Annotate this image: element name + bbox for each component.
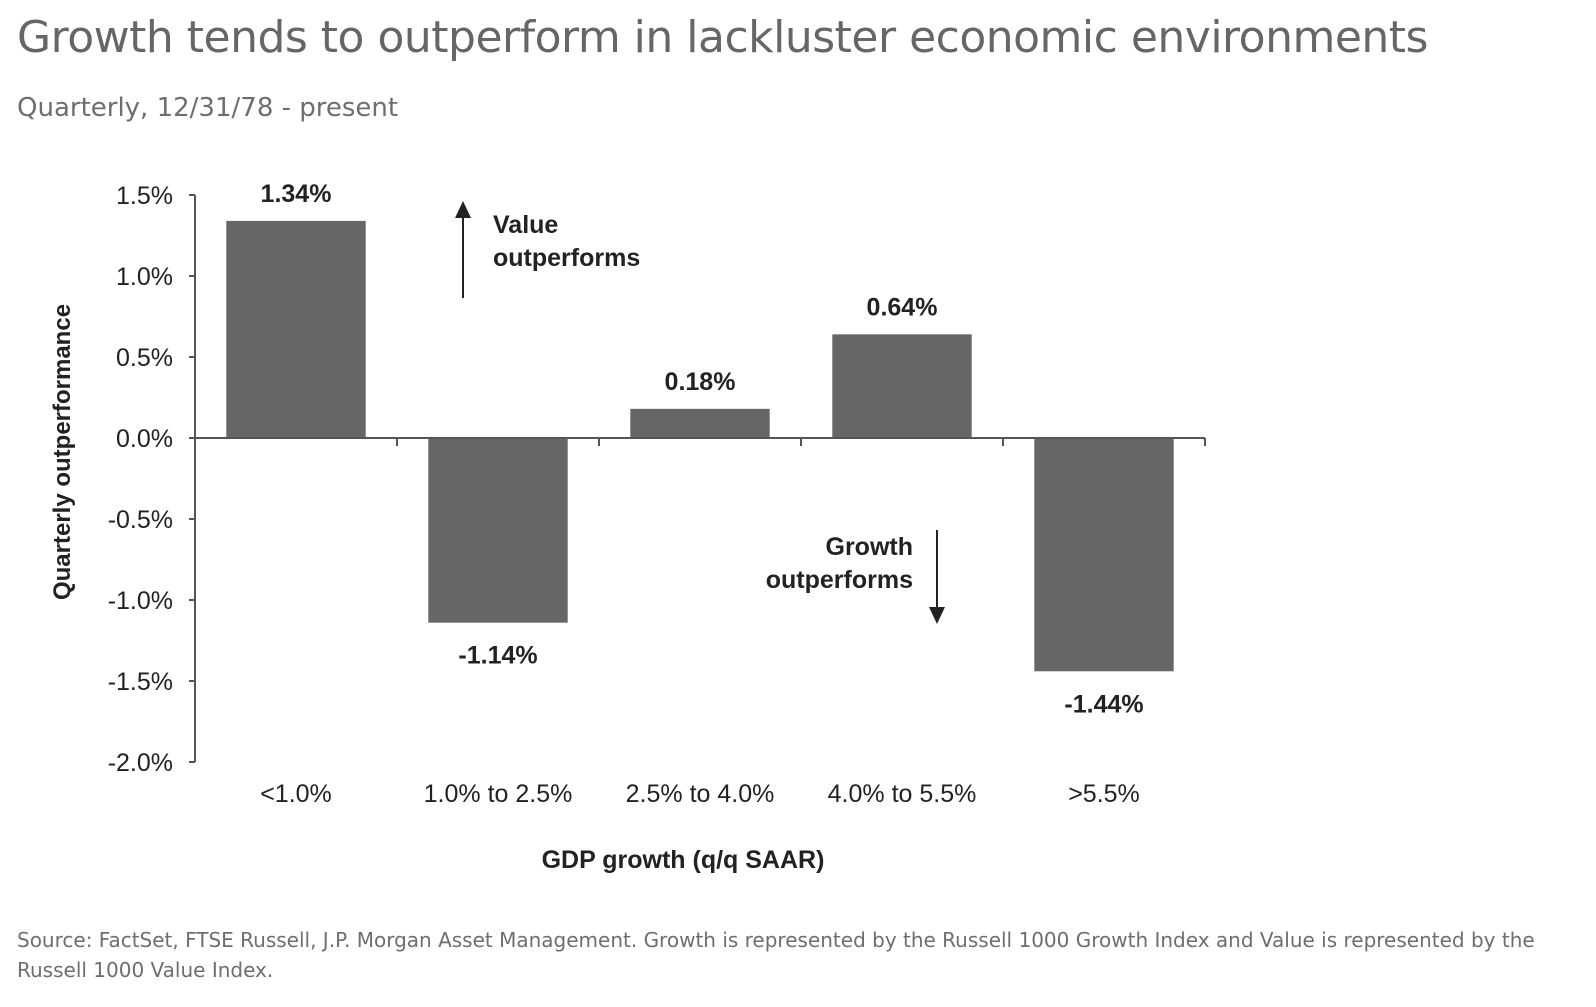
bar-2 xyxy=(630,408,770,438)
value-annotation-line1: Value xyxy=(493,211,558,239)
bars xyxy=(226,220,1174,672)
growth-annotation-line1: Growth xyxy=(826,533,914,561)
data-label: 0.64% xyxy=(867,293,938,321)
bar-4 xyxy=(1034,438,1174,672)
x-axis-ticks: <1.0% 1.0% to 2.5% 2.5% to 4.0% 4.0% to 5.5… xyxy=(260,438,1206,808)
page-subtitle: Quarterly, 12/31/78 - present xyxy=(17,93,399,123)
growth-annotation: Growth outperforms xyxy=(766,530,945,624)
x-axis-title: GDP growth (q/q SAAR) xyxy=(542,846,825,874)
data-label: -1.44% xyxy=(1064,690,1143,718)
y-tick-label: -1.0% xyxy=(108,587,173,615)
x-tick-label: 4.0% to 5.5% xyxy=(828,780,977,808)
y-axis-title: Quarterly outperformance xyxy=(49,304,76,600)
y-tick-label: 1.5% xyxy=(116,182,173,210)
data-labels: 1.34% -1.14% 0.18% 0.64% -1.44% xyxy=(261,180,1144,718)
page-title: Growth tends to outperform in lackluster… xyxy=(17,12,1428,63)
source-note: Source: FactSet, FTSE Russell, J.P. Morg… xyxy=(17,928,1535,982)
x-tick-label: 2.5% to 4.0% xyxy=(626,780,775,808)
y-tick-label: -1.5% xyxy=(108,668,173,696)
bar-0 xyxy=(226,220,366,438)
x-tick-label: 1.0% to 2.5% xyxy=(424,780,573,808)
y-tick-label: -2.0% xyxy=(108,749,173,777)
growth-annotation-line2: outperforms xyxy=(766,566,913,594)
bar-1 xyxy=(428,438,568,623)
y-axis-ticks: 1.5% 1.0% 0.5% 0.0% -0.5% -1.0% -1.5% -2.0% xyxy=(108,182,195,777)
axes xyxy=(194,195,1205,762)
up-arrowhead-icon xyxy=(455,201,471,218)
down-arrowhead-icon xyxy=(929,607,945,624)
x-tick-label: <1.0% xyxy=(260,780,332,808)
y-tick-label: 0.0% xyxy=(116,425,173,453)
y-tick-label: 1.0% xyxy=(116,263,173,291)
value-annotation: Value outperforms xyxy=(455,201,640,298)
bar-3 xyxy=(832,334,972,438)
data-label: 0.18% xyxy=(665,368,736,396)
y-tick-label: 0.5% xyxy=(116,344,173,372)
y-tick-label: -0.5% xyxy=(108,506,173,534)
value-annotation-line2: outperforms xyxy=(493,244,640,272)
data-label: -1.14% xyxy=(458,642,537,670)
x-tick-label: >5.5% xyxy=(1068,780,1140,808)
data-label: 1.34% xyxy=(261,180,332,208)
